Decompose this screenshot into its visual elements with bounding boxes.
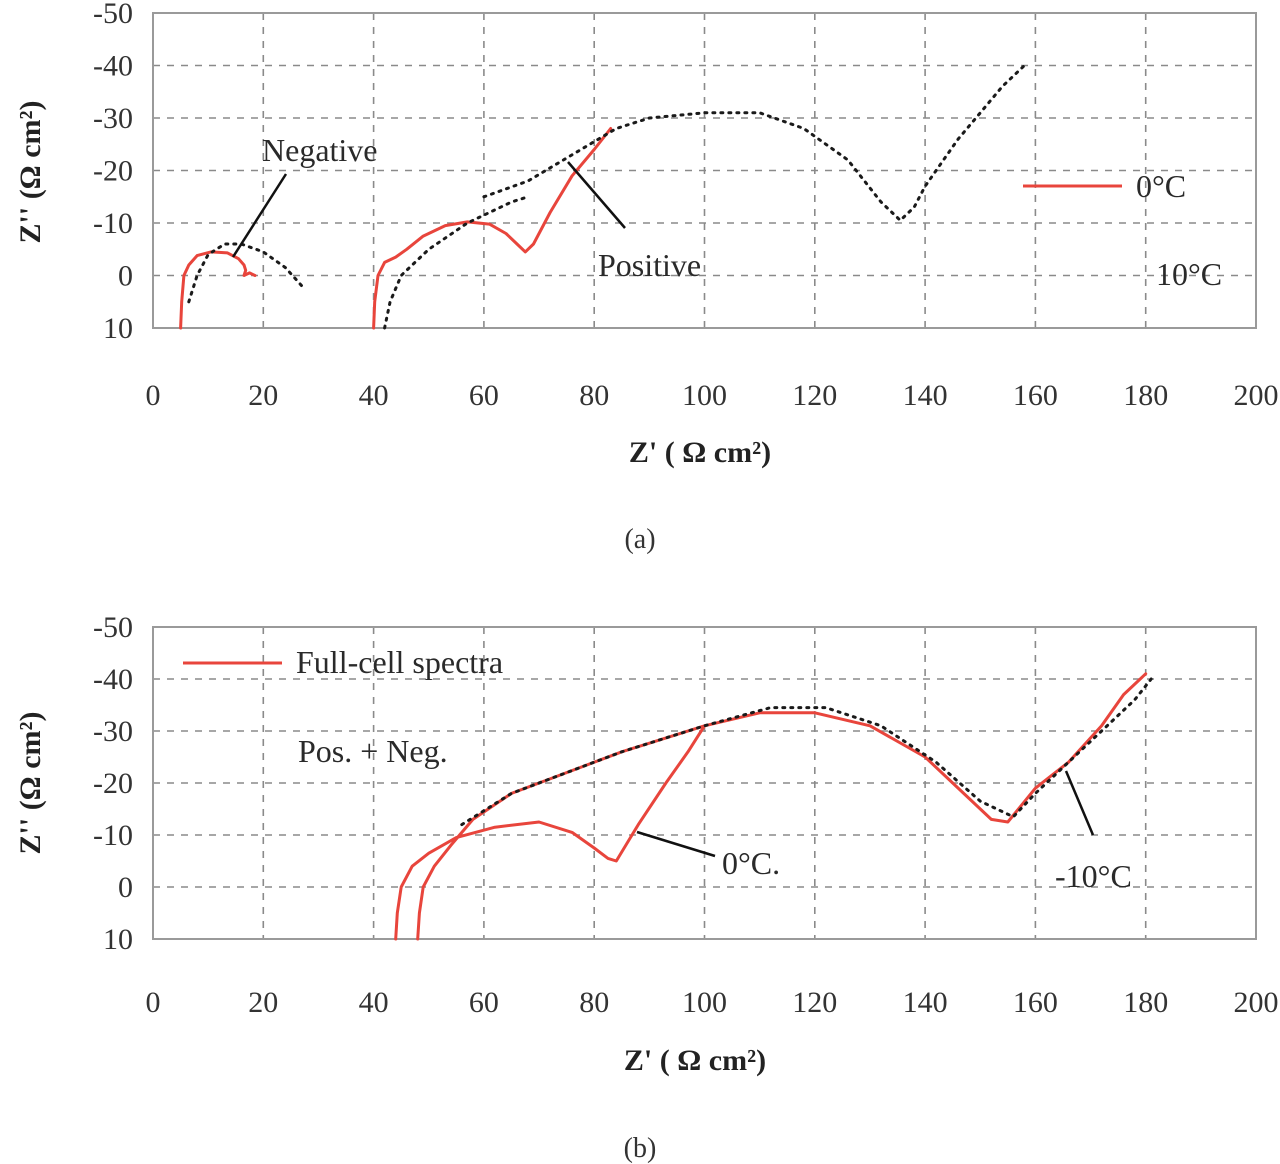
y-tick-label: -30	[93, 715, 133, 748]
panel-a-grid	[153, 13, 1256, 328]
x-tick-label: 180	[1123, 986, 1168, 1019]
pointer-minus-10c	[1064, 770, 1095, 836]
y-tick-label: 10	[103, 923, 133, 956]
x-tick-label: 0	[146, 379, 161, 412]
panel-a-y-axis-label: Z'' (Ω cm²)	[14, 101, 47, 244]
x-tick-label: 120	[792, 379, 837, 412]
dotted-series-line	[187, 242, 304, 304]
panel-a-x-axis-label: Z' ( Ω cm²)	[629, 436, 771, 469]
panel-a-xticks: 0 20 40 60 80 100 120 140 160 180 200	[146, 379, 1279, 412]
x-tick-label: 100	[682, 379, 727, 412]
annotation-positive: Positive	[598, 247, 701, 283]
y-tick-label: 10	[103, 312, 133, 345]
legend-10c-label: 10°C	[1156, 256, 1222, 292]
pointer-positive	[567, 161, 626, 229]
panel-b-label: (b)	[624, 1133, 657, 1164]
y-tick-label: -20	[93, 767, 133, 800]
y-tick-label: -40	[93, 663, 133, 696]
y-tick-label: -50	[93, 0, 133, 30]
x-tick-label: 120	[792, 986, 837, 1019]
panel-b: -50 -40 -30 -20 -10 0 10 0 20 40 60 80 100 120 140 160…	[14, 611, 1279, 1164]
y-tick-label: -10	[93, 207, 133, 240]
x-tick-label: 140	[903, 986, 948, 1019]
x-tick-label: 60	[469, 986, 499, 1019]
pointer-0c	[636, 830, 716, 858]
annotation-minus-10c: -10°C	[1055, 858, 1132, 894]
y-tick-label: -40	[93, 50, 133, 83]
x-tick-label: 200	[1234, 379, 1279, 412]
pointer-negative	[231, 173, 288, 258]
x-tick-label: 60	[469, 379, 499, 412]
y-tick-label: -50	[93, 611, 133, 644]
panel-b-yticks: -50 -40 -30 -20 -10 0 10	[93, 611, 133, 956]
annotation-pos-neg: Pos. + Neg.	[298, 733, 448, 769]
x-tick-label: 40	[359, 379, 389, 412]
panel-a-label: (a)	[624, 524, 655, 555]
panel-b-series	[394, 672, 1153, 941]
legend-0c-label: 0°C	[1136, 168, 1186, 204]
y-tick-label: -20	[93, 155, 133, 188]
solid-series-line	[372, 127, 613, 330]
x-tick-label: 160	[1013, 986, 1058, 1019]
x-tick-label: 180	[1123, 379, 1168, 412]
solid-series-line	[394, 724, 706, 941]
panel-b-grid	[153, 627, 1256, 939]
panel-a-yticks: -50 -40 -30 -20 -10 0 10	[93, 0, 133, 345]
panel-a-frame	[152, 12, 1257, 329]
x-tick-label: 20	[248, 379, 278, 412]
y-tick-label: -30	[93, 102, 133, 135]
dotted-series-line	[482, 64, 1026, 222]
x-tick-label: 140	[903, 379, 948, 412]
solid-series-line	[416, 672, 1148, 941]
panel-a-series	[179, 64, 1026, 330]
legend-full-cell-label: Full-cell spectra	[296, 644, 503, 680]
y-tick-label: 0	[118, 871, 133, 904]
solid-series-line	[179, 250, 257, 330]
panel-a: -50 -40 -30 -20 -10 0 10 0 20 40 60 80 100 120 140 160…	[14, 0, 1279, 555]
panel-b-y-axis-label: Z'' (Ω cm²)	[14, 712, 47, 855]
annotation-negative: Negative	[262, 132, 378, 168]
y-tick-label: 0	[118, 260, 133, 293]
x-tick-label: 100	[682, 986, 727, 1019]
panel-b-frame	[152, 626, 1257, 940]
x-tick-label: 160	[1013, 379, 1058, 412]
annotation-0c: 0°C.	[722, 845, 780, 881]
x-tick-label: 20	[248, 986, 278, 1019]
x-tick-label: 40	[359, 986, 389, 1019]
x-tick-label: 0	[146, 986, 161, 1019]
x-tick-label: 200	[1234, 986, 1279, 1019]
panel-b-x-axis-label: Z' ( Ω cm²)	[624, 1044, 766, 1077]
dotted-series-line	[460, 677, 1153, 827]
y-tick-label: -10	[93, 819, 133, 852]
dotted-series-line	[383, 195, 530, 330]
x-tick-label: 80	[579, 986, 609, 1019]
panel-b-xticks: 0 20 40 60 80 100 120 140 160 180 200	[146, 986, 1279, 1019]
x-tick-label: 80	[579, 379, 609, 412]
